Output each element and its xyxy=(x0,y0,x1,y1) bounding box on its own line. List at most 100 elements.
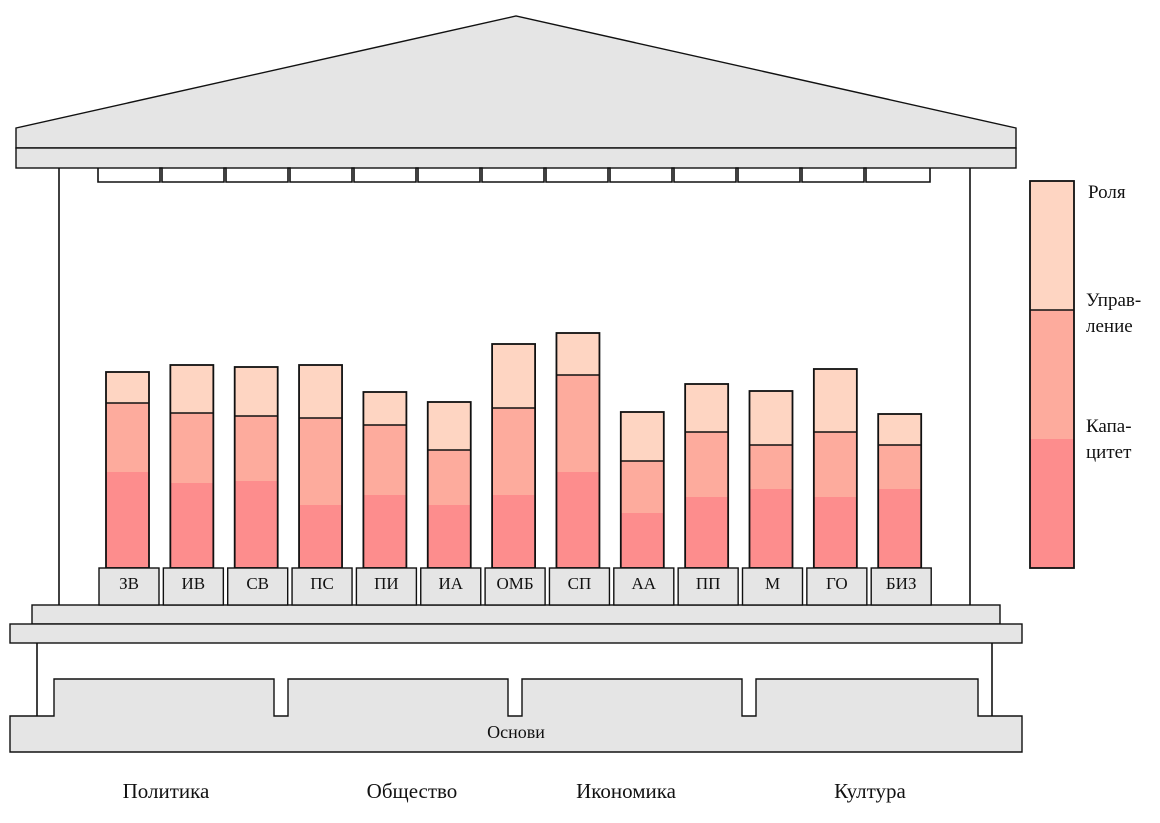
pillar-base xyxy=(355,567,418,606)
pillar-base xyxy=(741,567,804,606)
pillar-segment-management xyxy=(234,416,278,481)
pillar-segment-role xyxy=(685,384,729,432)
pillar-segment-role xyxy=(556,333,600,375)
legend-label-management-1: Управ- xyxy=(1086,290,1141,311)
pillar: ПП xyxy=(677,383,739,606)
pillar-segment-role xyxy=(492,344,536,408)
pillar-label: АА xyxy=(632,574,657,593)
pillar: СП xyxy=(548,332,611,606)
pillar-base xyxy=(677,567,739,606)
pillar: ПИ xyxy=(355,391,418,606)
legend: Роля Управ- ление Капа- цитет xyxy=(1029,180,1141,569)
foundation-label: Основи xyxy=(487,722,545,742)
pillar-segment-capacity xyxy=(878,489,922,568)
pillar-segment-management xyxy=(556,375,600,472)
pillar-base xyxy=(291,567,353,606)
pillar: БИЗ xyxy=(870,413,932,606)
pillar: ИА xyxy=(420,401,482,606)
pillar-segment-capacity xyxy=(363,495,407,568)
legend-label-management-2: ление xyxy=(1086,316,1133,337)
pillar-segment-role xyxy=(170,365,214,413)
pillar-base xyxy=(613,567,675,606)
pillar: ПС xyxy=(291,364,353,606)
frieze xyxy=(97,167,931,183)
pillar-segment-capacity xyxy=(813,497,857,568)
pillar-label: ИВ xyxy=(182,574,206,593)
pillar-segment-role xyxy=(106,372,149,403)
pillar-segment-management xyxy=(427,450,471,505)
legend-swatch-management xyxy=(1030,310,1074,439)
foundation xyxy=(9,678,1023,753)
pillar-base xyxy=(420,567,482,606)
pillar-segment-management xyxy=(878,445,922,489)
pillar-base xyxy=(870,567,932,606)
pillar-label: ЗВ xyxy=(119,574,139,593)
pillar-label: СВ xyxy=(246,574,269,593)
platform xyxy=(9,623,1023,644)
pillar-segment-capacity xyxy=(427,505,471,568)
pillar-segment-capacity xyxy=(234,481,278,568)
pillar-segment-role xyxy=(299,365,343,418)
legend-swatch-capacity xyxy=(1030,439,1074,568)
pillar-segment-capacity xyxy=(106,472,149,568)
pillar-segment-management xyxy=(492,408,536,495)
pillar-label: СП xyxy=(568,574,592,593)
pillar-segment-capacity xyxy=(492,495,536,568)
pillar-segment-capacity xyxy=(556,472,600,568)
pillar-segment-management xyxy=(620,461,664,513)
pillar-segment-role xyxy=(427,402,471,450)
legend-label-role: Роля xyxy=(1088,182,1126,203)
pillar-label: ОМБ xyxy=(497,574,534,593)
pillar-segment-role xyxy=(878,414,922,445)
pillar-label: ПИ xyxy=(374,574,399,593)
column-label-culture: Култура xyxy=(834,779,906,803)
pillars-group: ЗВ ИВ СВ ПС ПИ ИА ОМБ СП АА ПП М ГО БИЗ xyxy=(98,332,932,606)
pillar-base xyxy=(98,567,160,606)
pillar: ОМБ xyxy=(484,343,546,606)
pillar-segment-management xyxy=(170,413,214,483)
pillar-base xyxy=(226,567,289,606)
pillar: АА xyxy=(613,411,675,606)
pillar-segment-role xyxy=(363,392,407,425)
stylobate xyxy=(31,604,1001,625)
pillar-segment-role xyxy=(813,369,857,432)
pillar-segment-management xyxy=(813,432,857,497)
pillar-segment-capacity xyxy=(620,513,664,568)
pillar-label: БИЗ xyxy=(886,574,917,593)
roof-pediment xyxy=(15,15,1017,149)
legend-swatch-role xyxy=(1030,181,1074,310)
pillar-base xyxy=(806,567,868,606)
pillar: М xyxy=(741,390,804,606)
pillar-base xyxy=(162,567,225,606)
pillar: ИВ xyxy=(162,364,225,606)
column-label-economy: Икономика xyxy=(576,779,677,803)
column-label-politics: Политика xyxy=(123,779,210,803)
pillar: СВ xyxy=(226,366,289,606)
pillar-segment-management xyxy=(685,432,729,497)
pillar-segment-role xyxy=(234,367,278,416)
column-label-society: Общество xyxy=(367,779,458,803)
pillar-segment-capacity xyxy=(170,483,214,568)
roof-beam xyxy=(15,147,1017,169)
pillar-segment-management xyxy=(299,418,343,505)
pillar-label: ПС xyxy=(310,574,334,593)
pillar-base xyxy=(548,567,611,606)
legend-frame xyxy=(1029,180,1075,569)
pillar-segment-management xyxy=(363,425,407,495)
pillar-segment-role xyxy=(749,391,793,445)
pillar-base xyxy=(484,567,546,606)
pillar: ЗВ xyxy=(98,371,160,606)
pillar-label: ИА xyxy=(438,574,463,593)
pillar-segment-capacity xyxy=(749,489,793,568)
legend-label-capacity-1: Капа- xyxy=(1086,416,1132,437)
pillar-segment-capacity xyxy=(685,497,729,568)
legend-label-capacity-2: цитет xyxy=(1086,442,1132,463)
pillar-segment-management xyxy=(106,403,149,472)
pillar-segment-role xyxy=(620,412,664,461)
pillar: ГО xyxy=(806,368,868,606)
pillar-label: ГО xyxy=(826,574,848,593)
pillar-segment-capacity xyxy=(299,505,343,568)
pillar-label: М xyxy=(765,574,780,593)
pillar-label: ПП xyxy=(696,574,721,593)
